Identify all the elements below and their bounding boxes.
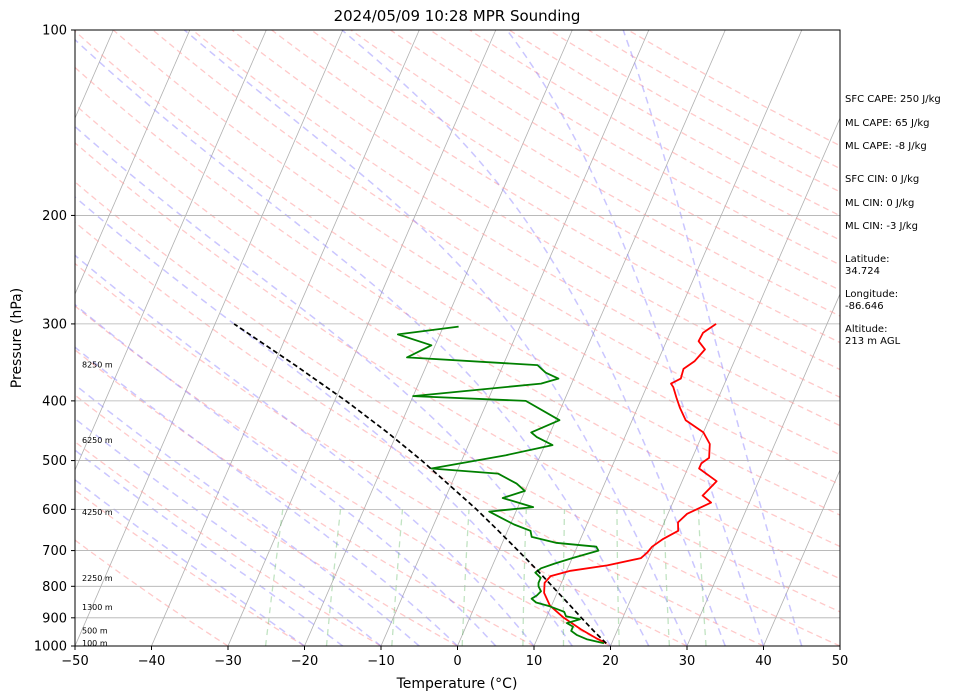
dry-adiabat-line bbox=[75, 262, 688, 646]
x-tick-label: 40 bbox=[755, 654, 772, 669]
isotherm-line bbox=[610, 117, 840, 646]
latitude-label: Latitude: bbox=[845, 254, 890, 265]
x-tick-label: 50 bbox=[832, 654, 849, 669]
y-tick-label: 800 bbox=[42, 580, 67, 595]
parcel-trace bbox=[233, 323, 607, 644]
height-label: 8250 m bbox=[82, 360, 113, 369]
dry-adiabat-line bbox=[191, 30, 840, 427]
moist-adiabat-line bbox=[75, 383, 420, 646]
moist-adiabat-line bbox=[622, 30, 803, 646]
y-tick-label: 200 bbox=[42, 209, 67, 224]
y-axis-ticks: 100 200 300 400 500 600 700 800 900 1000 bbox=[34, 24, 75, 655]
y-tick-label: 1000 bbox=[34, 640, 67, 655]
sounding-traces bbox=[233, 323, 718, 645]
dry-adiabat-line bbox=[75, 305, 611, 646]
isotherm-line bbox=[763, 469, 840, 646]
isotherm-line bbox=[227, 30, 497, 646]
dry-adiabat-line bbox=[152, 30, 840, 456]
isotherm-line bbox=[533, 30, 803, 646]
x-axis-ticks: −50 −40 −30 −20 −10 0 10 20 30 40 50 bbox=[61, 646, 848, 669]
moist-adiabat-line bbox=[75, 303, 497, 646]
plot-background bbox=[75, 30, 840, 646]
dewpoint-trace bbox=[397, 325, 605, 645]
x-axis-label: Temperature (°C) bbox=[396, 676, 518, 692]
dry-adiabat-line bbox=[75, 489, 305, 646]
moist-adiabat-line bbox=[75, 196, 573, 646]
dry-adiabat-line bbox=[75, 30, 840, 516]
dry-adiabat-line bbox=[75, 103, 840, 580]
y-tick-label: 700 bbox=[42, 544, 67, 559]
y-tick-label: 900 bbox=[42, 611, 67, 626]
ml-cin-annotation: ML CIN: 0 J/kg bbox=[845, 198, 914, 209]
x-tick-label: −20 bbox=[291, 654, 318, 669]
temperature-trace bbox=[543, 323, 718, 645]
dry-adiabat-line bbox=[310, 30, 840, 344]
height-label: 500 m bbox=[82, 626, 108, 635]
moist-adiabat-line bbox=[341, 30, 726, 646]
sfc-cape-annotation: SFC CAPE: 250 J/kg bbox=[845, 94, 941, 105]
height-label: 1300 m bbox=[82, 603, 113, 612]
annotation-panel: SFC CAPE: 250 J/kg ML CAPE: 65 J/kg ML C… bbox=[845, 94, 941, 347]
longitude-value: -86.646 bbox=[845, 301, 884, 312]
y-tick-label: 100 bbox=[42, 24, 67, 39]
chart-title: 2024/05/09 10:28 MPR Sounding bbox=[334, 7, 581, 25]
y-tick-label: 300 bbox=[42, 317, 67, 332]
moist-adiabat-line bbox=[75, 346, 459, 646]
altitude-label: Altitude: bbox=[845, 324, 887, 335]
y-tick-label: 400 bbox=[42, 394, 67, 409]
moist-adiabat-line bbox=[183, 30, 688, 646]
ml-cape-annotation: ML CAPE: 65 J/kg bbox=[845, 118, 929, 129]
isotherm-line bbox=[457, 30, 726, 646]
moist-adiabat-line bbox=[75, 38, 650, 646]
height-label: 6250 m bbox=[82, 436, 113, 445]
height-label: 4250 m bbox=[82, 508, 113, 517]
isotherm-line bbox=[686, 293, 840, 646]
x-tick-label: 0 bbox=[453, 654, 461, 669]
height-label: 100 m bbox=[82, 639, 108, 648]
ml-cin-annotation-2: ML CIN: -3 J/kg bbox=[845, 221, 918, 232]
isotherm-line bbox=[75, 30, 344, 646]
altitude-value: 213 m AGL bbox=[845, 336, 901, 347]
moist-adiabat-line bbox=[506, 30, 765, 646]
y-axis-label: Pressure (hPa) bbox=[9, 288, 25, 388]
y-tick-label: 600 bbox=[42, 503, 67, 518]
longitude-label: Longitude: bbox=[845, 289, 898, 300]
latitude-value: 34.724 bbox=[845, 266, 880, 277]
x-tick-label: 30 bbox=[679, 654, 696, 669]
y-tick-label: 500 bbox=[42, 454, 67, 469]
isotherm-line bbox=[151, 30, 420, 646]
moist-adiabat-line bbox=[75, 125, 612, 646]
x-tick-label: −10 bbox=[367, 654, 394, 669]
dry-adiabat-line bbox=[75, 66, 840, 548]
moist-adiabat-line bbox=[75, 449, 344, 646]
x-tick-label: −30 bbox=[214, 654, 241, 669]
isotherm-line bbox=[304, 30, 573, 646]
dry-adiabat-line bbox=[75, 441, 382, 646]
dry-adiabat-line bbox=[75, 394, 458, 646]
x-tick-label: −50 bbox=[61, 654, 88, 669]
height-labels: 100 m 500 m 1300 m 2250 m 4250 m 6250 m 8250 m bbox=[82, 360, 113, 647]
isotherm-line bbox=[380, 30, 650, 646]
dry-adiabat-line bbox=[75, 181, 840, 646]
x-tick-label: 20 bbox=[602, 654, 619, 669]
sfc-cin-annotation: SFC CIN: 0 J/kg bbox=[845, 174, 919, 185]
x-tick-label: −40 bbox=[138, 654, 165, 669]
ml-cape-annotation-2: ML CAPE: -8 J/kg bbox=[845, 141, 927, 152]
height-label: 2250 m bbox=[82, 574, 113, 583]
isotherm-line bbox=[75, 30, 267, 472]
x-tick-label: 10 bbox=[526, 654, 543, 669]
dry-adiabat-line bbox=[75, 349, 535, 646]
moist-adiabat-line bbox=[75, 417, 382, 646]
isotherm-line bbox=[75, 30, 191, 296]
